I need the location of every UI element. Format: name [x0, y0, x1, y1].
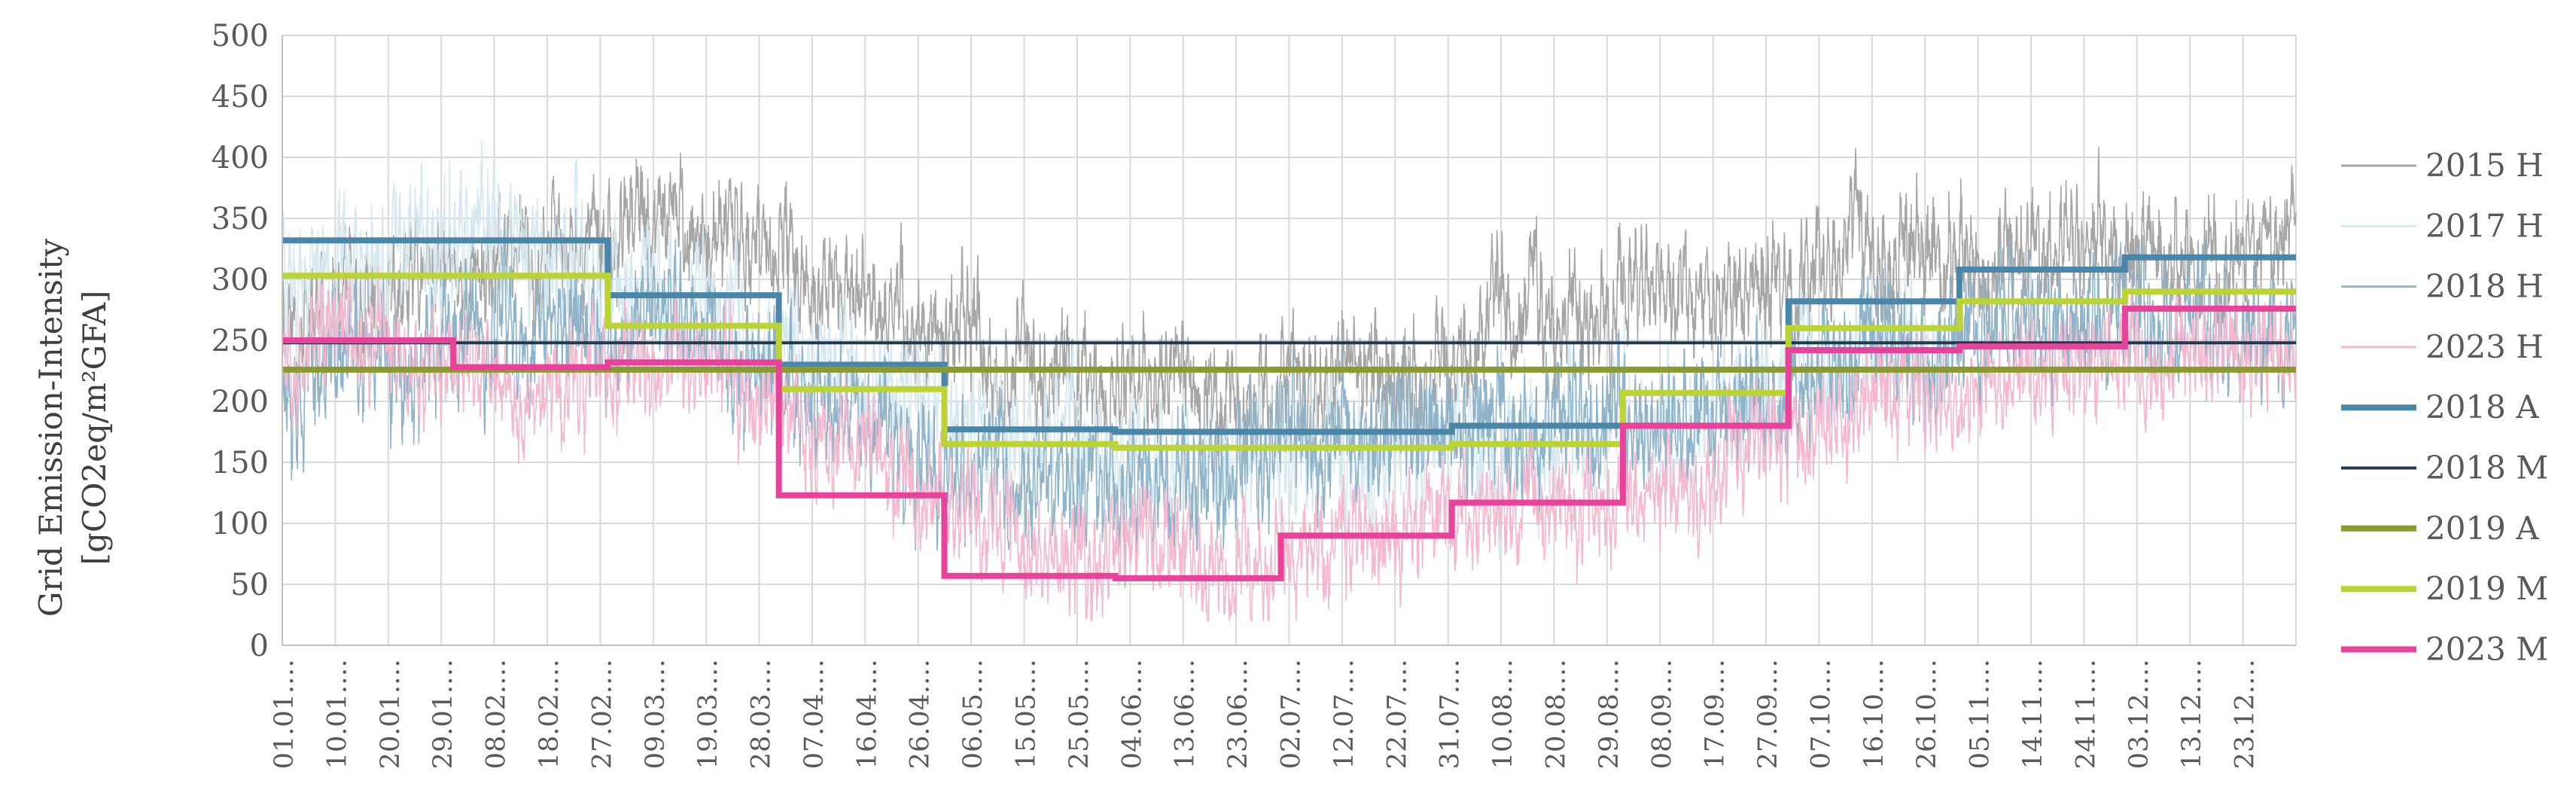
x-tick-label: 08.09.… [1647, 659, 1677, 769]
y-tick-label: 450 [212, 80, 269, 114]
x-tick-label: 23.06.… [1223, 659, 1253, 769]
y-tick-label: 100 [212, 507, 269, 541]
x-tick-label: 02.07.… [1277, 659, 1307, 769]
x-tick-label: 03.12.… [2124, 659, 2154, 769]
y-tick-label: 300 [212, 263, 269, 297]
x-tick-label: 28.03.… [747, 659, 777, 769]
x-tick-label: 01.01.… [269, 659, 300, 769]
x-tick-label: 05.11.… [1965, 659, 1996, 769]
step-series-group [282, 237, 2296, 581]
x-tick-label: 26.04.… [906, 659, 936, 769]
x-tick-labels: 01.01.… 10.01.… 20.01.… 29.01.… 08.02.… 18.02… [269, 659, 2261, 769]
x-tick-label: 23.12.… [2230, 659, 2261, 769]
x-tick-label: 10.08.… [1488, 659, 1518, 769]
x-tick-label: 27.02.… [587, 659, 617, 769]
y-axis-label-line-1: Grid Emission-Intensity [32, 239, 69, 617]
x-tick-label: 24.11.… [2071, 659, 2101, 769]
x-tick-label: 13.06.… [1171, 659, 1201, 769]
hourly-line [282, 266, 2297, 622]
x-tick-label: 27.09.… [1753, 659, 1783, 769]
legend-label: 2018 A [2425, 389, 2539, 425]
y-axis-label-line-2: [gCO2eq/m²GFA] [76, 291, 113, 566]
step-line [282, 305, 2296, 581]
legend-label: 2023 M [2425, 630, 2548, 667]
x-tick-label: 31.07.… [1436, 659, 1466, 769]
y-tick-label: 400 [212, 141, 269, 175]
x-tick-label: 09.03.… [641, 659, 671, 769]
x-tick-label: 12.07.… [1329, 659, 1360, 769]
x-tick-label: 25.05.… [1064, 659, 1095, 769]
x-tick-label: 13.12.… [2177, 659, 2207, 769]
axes [282, 35, 2296, 646]
y-tick-labels: 0 50 100 150 200 250 300 350 400 450 500 [212, 19, 269, 663]
x-tick-label: 29.08.… [1594, 659, 1624, 769]
x-tick-label: 29.01.… [428, 659, 458, 769]
y-tick-label: 500 [212, 19, 269, 53]
legend-label: 2015 H [2425, 147, 2544, 184]
x-tick-label: 20.01.… [376, 659, 406, 769]
legend-label: 2023 H [2425, 328, 2544, 365]
x-tick-label: 18.02.… [534, 659, 565, 769]
x-tick-label: 26.10.… [1912, 659, 1942, 769]
legend-label: 2017 H [2425, 207, 2544, 244]
x-tick-label: 19.03.… [693, 659, 723, 769]
legend-label: 2019 A [2425, 510, 2539, 547]
legend: 2015 H 2017 H 2018 H 2023 H 2018 A 2018 M 2019… [2341, 147, 2548, 667]
x-tick-label: 10.01.… [322, 659, 352, 769]
x-tick-label: 16.04.… [852, 659, 882, 769]
y-tick-label: 350 [212, 202, 269, 236]
step-line [282, 237, 2296, 435]
x-tick-label: 14.11.… [2018, 659, 2048, 769]
x-tick-label: 22.07.… [1382, 659, 1412, 769]
y-tick-label: 150 [212, 446, 269, 480]
x-tick-label: 16.10.… [1859, 659, 1889, 769]
x-tick-label: 04.06.… [1117, 659, 1147, 769]
legend-label: 2018 H [2425, 268, 2544, 305]
step-line [282, 273, 2296, 451]
x-tick-label: 06.05.… [958, 659, 988, 769]
x-tick-label: 15.05.… [1012, 659, 1042, 769]
y-tick-label: 50 [230, 568, 269, 602]
legend-label: 2018 M [2425, 450, 2548, 486]
x-tick-label: 07.04.… [799, 659, 830, 769]
y-tick-label: 200 [212, 385, 269, 419]
y-tick-label: 250 [212, 324, 269, 358]
x-tick-label: 08.02.… [482, 659, 512, 769]
x-tick-label: 20.08.… [1542, 659, 1572, 769]
y-tick-label: 0 [250, 629, 269, 663]
legend-label: 2019 M [2425, 570, 2548, 607]
x-tick-label: 07.10.… [1806, 659, 1836, 769]
x-tick-label: 17.09.… [1701, 659, 1731, 769]
